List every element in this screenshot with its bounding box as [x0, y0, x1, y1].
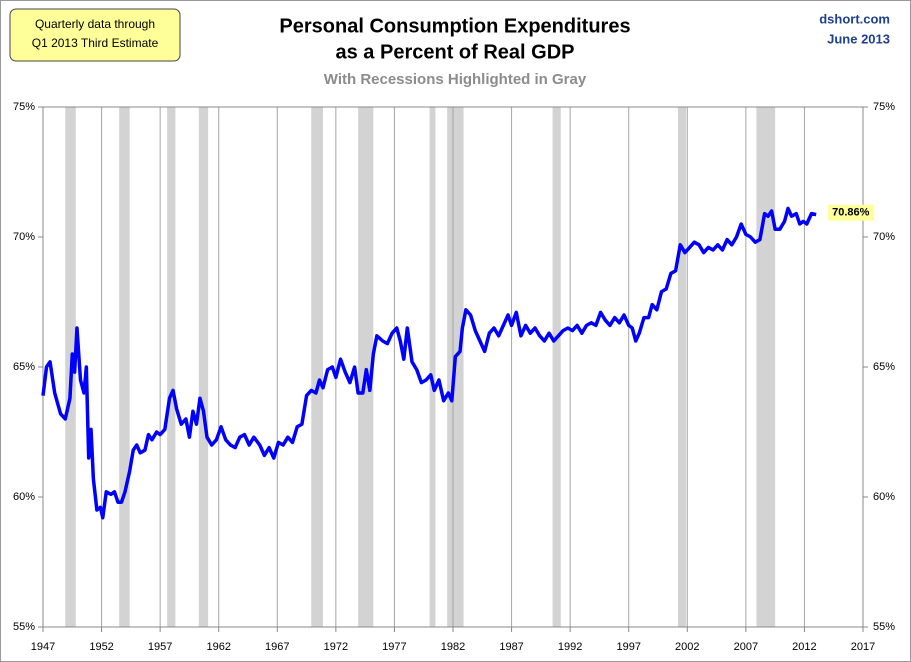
annotation-box — [828, 204, 875, 221]
chart-subtitle: With Recessions Highlighted in Gray — [324, 71, 587, 88]
x-tick-label: 1997 — [616, 641, 640, 653]
x-tick-label: 1962 — [206, 641, 230, 653]
note-line: Q1 2013 Third Estimate — [32, 36, 159, 50]
chart-title: as a Percent of Real GDP — [336, 41, 575, 63]
recession-band — [119, 107, 130, 627]
x-tick-label: 1977 — [382, 641, 406, 653]
recession-band — [198, 107, 209, 627]
x-tick-label: 2007 — [734, 641, 758, 653]
recession-band — [167, 107, 176, 627]
x-tick-label: 2017 — [851, 641, 875, 653]
y-tick-label: 70% — [13, 231, 35, 243]
x-tick-label: 1992 — [558, 641, 582, 653]
x-tick-label: 1972 — [324, 641, 348, 653]
x-tick-label: 1967 — [265, 641, 289, 653]
x-tick-label: 1947 — [31, 641, 55, 653]
annotation: 70.86% — [832, 207, 870, 219]
y2-tick-label: 75% — [873, 101, 895, 113]
recession-band — [756, 107, 776, 627]
note-line: Quarterly data through — [35, 17, 155, 31]
source: dshort.com — [819, 11, 890, 26]
recession-band — [677, 107, 687, 627]
y-tick-label: 75% — [13, 101, 35, 113]
x-tick-label: 1957 — [148, 641, 172, 653]
y2-tick-label: 55% — [873, 621, 895, 633]
y-tick-label: 60% — [13, 491, 35, 503]
x-tick-label: 2002 — [675, 641, 699, 653]
data-line — [41, 206, 817, 520]
y2-tick-label: 60% — [873, 491, 895, 503]
recession-band — [552, 107, 561, 627]
y2-tick-label: 70% — [873, 231, 895, 243]
x-tick-label: 2012 — [792, 641, 816, 653]
x-tick-label: 1987 — [499, 641, 523, 653]
recession-band — [358, 107, 374, 627]
y-tick-label: 65% — [13, 361, 35, 373]
y2-tick-label: 65% — [873, 361, 895, 373]
chart-title: Personal Consumption Expenditures — [279, 15, 630, 37]
recession-band — [311, 107, 323, 627]
x-tick-label: 1952 — [89, 641, 113, 653]
recession-band — [429, 107, 436, 627]
y-tick-label: 55% — [13, 621, 35, 633]
x-tick-label: 1982 — [441, 641, 465, 653]
source-date: June 2013 — [827, 31, 890, 46]
note-box — [9, 8, 181, 62]
